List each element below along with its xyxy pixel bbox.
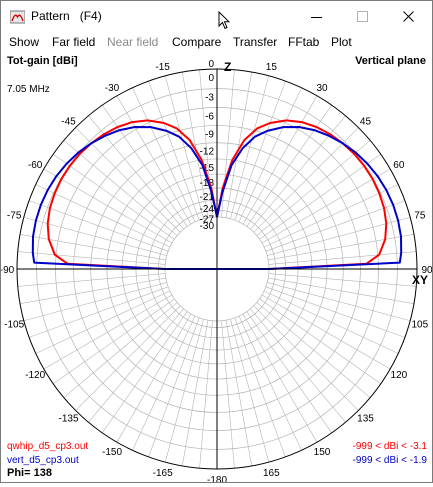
radial-tick-label: -15 [200,163,215,174]
maximize-icon [357,11,368,22]
angle-tick-label: -120 [25,370,45,381]
angle-tick-label: 75 [414,211,426,222]
phi-label: Phi= 138 [7,467,52,479]
angle-tick-label: -180 [207,475,227,482]
close-icon [403,11,414,22]
radial-tick-label: -12 [200,147,215,158]
plane-label: Vertical plane [355,55,426,67]
legend-series-2-range: -999 < dBi < -1.9 [352,455,428,466]
radial-tick-labels: 0 -3 -6 -9 -12 -15 -18 -21-24-27-30 [200,73,215,232]
menu-show[interactable]: Show [9,35,40,49]
frequency-label: 7.05 MHz [7,84,50,95]
angle-tick-label: -135 [58,413,78,424]
angle-tick-label: 135 [357,413,374,424]
menu-near-field[interactable]: Near field [107,35,159,49]
menu-fftab[interactable]: FFtab [288,35,320,49]
minimize-button[interactable] [294,1,340,32]
title-bar[interactable]: Pattern (F4) [1,1,432,32]
xy-axis-label: XY [412,273,428,287]
menu-plot[interactable]: Plot [331,35,352,49]
maximize-button[interactable] [340,1,386,32]
angle-tick-label: -30 [105,83,120,94]
menu-compare[interactable]: Compare [172,35,222,49]
menu-far-field[interactable]: Far field [52,35,96,49]
mouse-cursor-icon [218,11,230,30]
menu-bar: Show Far field Near field Compare Transf… [1,32,432,52]
radial-tick-label: -3 [205,93,214,104]
close-button[interactable] [386,1,432,32]
legend-series-2-name: vert_d5_cp3.out [7,455,79,466]
legend-series-1-name: qwhip_d5_cp3.out [7,441,89,452]
angle-tick-label: 0 [208,59,214,70]
angle-tick-label: -105 [4,319,24,330]
angle-tick-label: 60 [393,160,405,171]
angle-tick-label: 15 [266,62,278,73]
radial-tick-label: -27 [200,214,215,225]
radial-tick-label: -6 [205,111,214,122]
angle-tick-label: -75 [7,211,22,222]
angle-tick-label: -90 [1,265,15,276]
angle-tick-label: 30 [316,83,328,94]
window-title: Pattern (F4) [31,9,102,23]
polar-chart: 0-3-6-9-12-15-18-21-24-27-30 15304560759… [0,59,433,486]
angle-tick-label: 105 [412,319,429,330]
angle-tick-label: 150 [314,447,331,458]
pattern-app-icon [10,10,25,24]
angle-tick-label: 90 [421,265,432,276]
radial-tick-label: -18 [200,178,215,189]
radial-tick-label: 0 [208,73,214,84]
legend-series-1-range: -999 < dBi < -3.1 [352,441,428,452]
minimize-icon [311,17,322,18]
z-axis-label: Z [224,60,231,74]
angle-tick-label: -45 [61,117,76,128]
angle-tick-label: 45 [360,117,372,128]
menu-transfer[interactable]: Transfer [233,35,278,49]
angle-tick-label: -15 [155,62,170,73]
radial-tick-label: -9 [205,130,214,141]
angle-tick-labels: 153045607590105120135150165-15-30-45-60-… [0,59,433,486]
polar-axes: Z XY [17,60,428,469]
pattern-plot-area[interactable]: 0 -3 -6 -9 -12 -15 -18 -21 -24 -27 -30 15 30 45 60 75 9… [0,52,433,486]
angle-tick-label: 120 [391,370,408,381]
quantity-label: Tot-gain [dBi] [7,55,78,67]
radial-tick-label: -21 [200,192,215,203]
radial-tick-label: -24 [200,204,215,215]
angle-tick-label: 165 [263,468,280,479]
radial-tick-label: -30 [200,221,215,232]
angle-tick-label: -165 [153,468,173,479]
angle-tick-label: -60 [28,160,43,171]
angle-tick-label: -150 [102,447,122,458]
